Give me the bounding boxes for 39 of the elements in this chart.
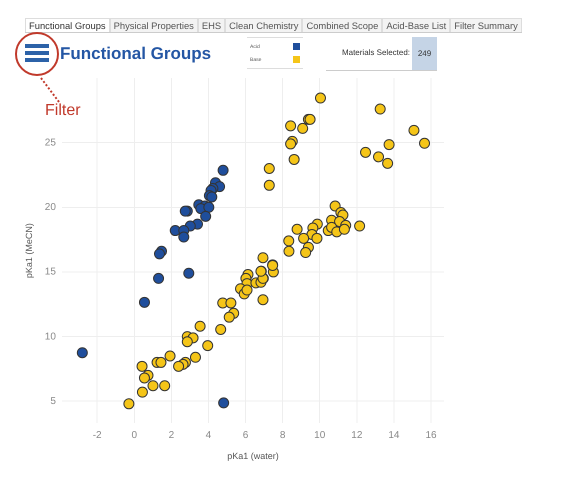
point: [138, 296, 150, 308]
text: Functional Groups: [25, 18, 110, 32]
x-tick-label: 16: [425, 430, 438, 441]
point: [200, 210, 212, 222]
point: [76, 347, 88, 358]
point: [183, 268, 194, 279]
x-axis-title: pKa1 (water): [227, 451, 279, 462]
point: [203, 202, 214, 213]
y-tick-label: 15: [44, 266, 56, 278]
x-tick-label: 12: [351, 430, 363, 441]
x-tick-label: -2: [92, 430, 102, 441]
y-tick-label: 5: [50, 396, 56, 407]
annotation: Filter: [45, 102, 81, 120]
point: [218, 164, 229, 176]
text: Acid-Base List: [382, 18, 450, 32]
text: Clean Chemistry: [225, 18, 302, 32]
text: Physical Properties: [110, 18, 198, 32]
text: EHS: [198, 18, 226, 32]
point: [206, 191, 218, 202]
text: 249: [412, 37, 437, 70]
x-tick-label: 6: [242, 430, 249, 441]
x-tick-label: 2: [168, 430, 175, 441]
point: [178, 232, 190, 243]
y-axis-title: pKa1 (MeCN): [24, 223, 34, 278]
x-tick-label: 8: [280, 430, 286, 441]
x-tick-label: 14: [388, 430, 400, 441]
chart-title: Functional Groups: [60, 44, 212, 64]
point: [154, 248, 165, 260]
point: [153, 272, 164, 284]
text: Materials Selected:: [340, 47, 411, 59]
point: [218, 397, 230, 408]
x-tick-label: 10: [314, 430, 326, 441]
y-tick-label: 25: [44, 137, 56, 148]
y-tick-label: 20: [44, 202, 56, 214]
y-tick-label: 10: [44, 331, 56, 342]
text: Filter Summary: [450, 18, 522, 32]
x-tick-label: 4: [206, 430, 212, 441]
text: Combined Scope: [302, 18, 382, 32]
x-tick-label: 0: [131, 430, 138, 441]
